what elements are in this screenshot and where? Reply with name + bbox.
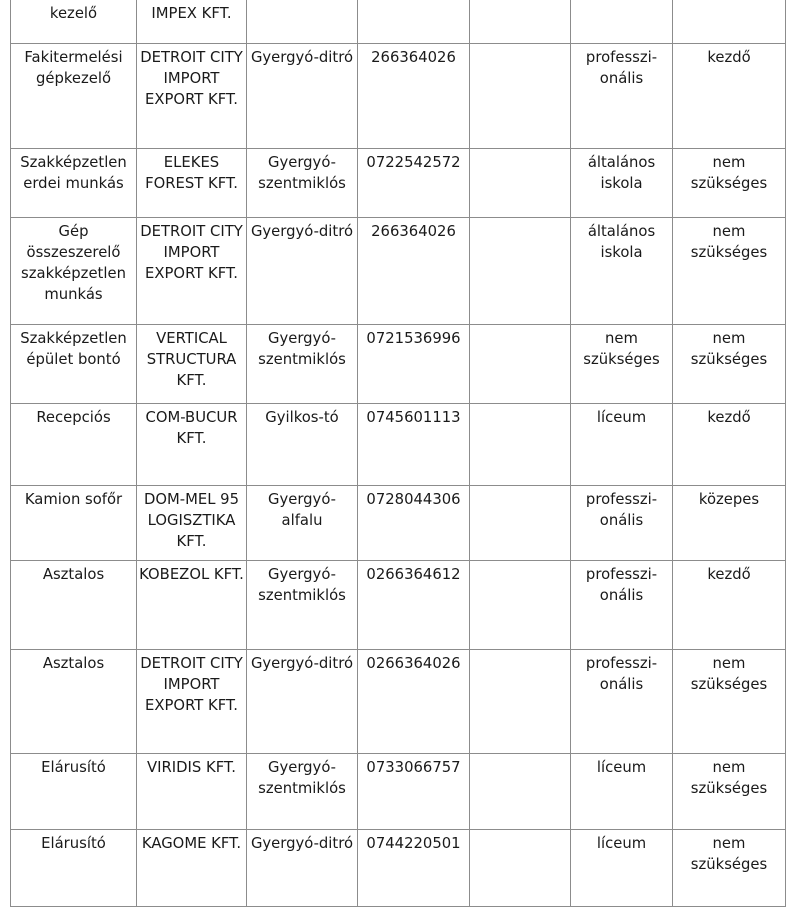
cell-phone: 266364026 [357, 43, 470, 149]
cell-location: Gyergyó-ditró [246, 649, 358, 754]
cell-job: Asztalos [10, 649, 137, 754]
table-row: Asztalos KOBEZOL KFT. Gyergyó-szentmikló… [10, 560, 786, 650]
cell-location: Gyergyó-alfalu [246, 485, 358, 561]
table-row: Elárusító VIRIDIS KFT. Gyergyó-szentmikl… [10, 753, 786, 830]
table-row: Fakitermelési gépkezelő DETROIT CITY IMP… [10, 43, 786, 149]
cell-experience: kezdő [672, 403, 786, 486]
cell-education: professzi-onális [570, 649, 673, 754]
cell-job: Gép összeszerelő szakképzetlen munkás [10, 217, 137, 325]
job-listings-table: kezelő IMPEX KFT. Fakitermelési gépkezel… [10, 0, 786, 907]
cell-experience: nem szükséges [672, 324, 786, 404]
cell-job: Asztalos [10, 560, 137, 650]
cell-education: általános iskola [570, 217, 673, 325]
cell-location: Gyergyó-szentmiklós [246, 148, 358, 218]
cell-job: Elárusító [10, 829, 137, 907]
table-row: Kamion sofőr DOM-MEL 95 LOGISZTIKA KFT. … [10, 485, 786, 561]
cell-phone: 0722542572 [357, 148, 470, 218]
cell-education: professzi-onális [570, 560, 673, 650]
cell-extra [469, 829, 571, 907]
cell-education: líceum [570, 403, 673, 486]
cell-education: nem szükséges [570, 324, 673, 404]
cell-phone: 0266364026 [357, 649, 470, 754]
cell-company: KOBEZOL KFT. [136, 560, 247, 650]
cell-experience: nem szükséges [672, 217, 786, 325]
cell-experience: közepes [672, 485, 786, 561]
cell-phone: 0744220501 [357, 829, 470, 907]
cell-company: DETROIT CITY IMPORT EXPORT KFT. [136, 649, 247, 754]
cell-phone: 266364026 [357, 217, 470, 325]
cell-company: DETROIT CITY IMPORT EXPORT KFT. [136, 43, 247, 149]
cell-education [570, 0, 673, 44]
cell-location: Gyilkos-tó [246, 403, 358, 486]
cell-location: Gyergyó-szentmiklós [246, 324, 358, 404]
table-row: Recepciós COM-BUCUR KFT. Gyilkos-tó 0745… [10, 403, 786, 486]
cell-education: professzi-onális [570, 43, 673, 149]
cell-experience: nem szükséges [672, 753, 786, 830]
cell-education: általános iskola [570, 148, 673, 218]
cell-job: Szakképzetlen épület bontó [10, 324, 137, 404]
cell-job: Szakképzetlen erdei munkás [10, 148, 137, 218]
cell-company: ELEKES FOREST KFT. [136, 148, 247, 218]
table-row: Szakképzetlen épület bontó VERTICAL STRU… [10, 324, 786, 404]
cell-location: Gyergyó-ditró [246, 217, 358, 325]
table-row: Gép összeszerelő szakképzetlen munkás DE… [10, 217, 786, 325]
cell-extra [469, 148, 571, 218]
table-row: Szakképzetlen erdei munkás ELEKES FOREST… [10, 148, 786, 218]
cell-company: IMPEX KFT. [136, 0, 247, 44]
cell-phone: 0721536996 [357, 324, 470, 404]
cell-phone: 0733066757 [357, 753, 470, 830]
cell-location: Gyergyó-ditró [246, 829, 358, 907]
cell-phone: 0745601113 [357, 403, 470, 486]
cell-phone [357, 0, 470, 44]
cell-location: Gyergyó-szentmiklós [246, 753, 358, 830]
cell-extra [469, 560, 571, 650]
cell-experience: nem szükséges [672, 649, 786, 754]
cell-location [246, 0, 358, 44]
cell-company: VIRIDIS KFT. [136, 753, 247, 830]
cell-experience: kezdő [672, 43, 786, 149]
cell-extra [469, 324, 571, 404]
cell-phone: 0728044306 [357, 485, 470, 561]
cell-education: líceum [570, 829, 673, 907]
table-row: kezelő IMPEX KFT. [10, 0, 786, 44]
cell-job: Elárusító [10, 753, 137, 830]
cell-location: Gyergyó-szentmiklós [246, 560, 358, 650]
cell-job: kezelő [10, 0, 137, 44]
cell-extra [469, 649, 571, 754]
cell-job: Kamion sofőr [10, 485, 137, 561]
cell-extra [469, 43, 571, 149]
cell-extra [469, 403, 571, 486]
cell-extra [469, 485, 571, 561]
cell-education: líceum [570, 753, 673, 830]
cell-extra [469, 217, 571, 325]
cell-location: Gyergyó-ditró [246, 43, 358, 149]
cell-company: KAGOME KFT. [136, 829, 247, 907]
cell-extra [469, 0, 571, 44]
cell-company: COM-BUCUR KFT. [136, 403, 247, 486]
table-row: Elárusító KAGOME KFT. Gyergyó-ditró 0744… [10, 829, 786, 907]
table-row: Asztalos DETROIT CITY IMPORT EXPORT KFT.… [10, 649, 786, 754]
cell-experience: nem szükséges [672, 148, 786, 218]
cell-company: DETROIT CITY IMPORT EXPORT KFT. [136, 217, 247, 325]
table-body: kezelő IMPEX KFT. Fakitermelési gépkezel… [10, 0, 786, 907]
cell-job: Fakitermelési gépkezelő [10, 43, 137, 149]
cell-company: DOM-MEL 95 LOGISZTIKA KFT. [136, 485, 247, 561]
cell-phone: 0266364612 [357, 560, 470, 650]
cell-experience [672, 0, 786, 44]
cell-experience: nem szükséges [672, 829, 786, 907]
cell-extra [469, 753, 571, 830]
cell-company: VERTICAL STRUCTURA KFT. [136, 324, 247, 404]
cell-education: professzi-onális [570, 485, 673, 561]
cell-job: Recepciós [10, 403, 137, 486]
cell-experience: kezdő [672, 560, 786, 650]
